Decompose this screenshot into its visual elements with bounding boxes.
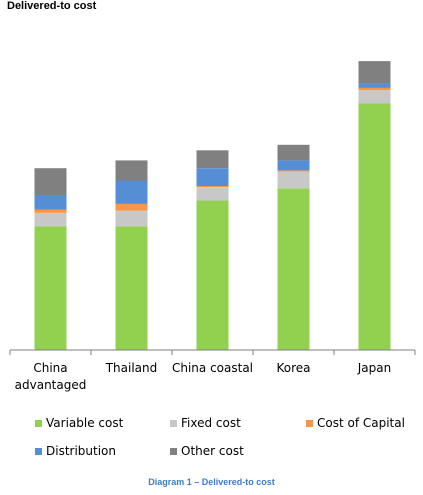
chart-title: Delivered-to cost (7, 0, 97, 12)
figure-caption: Diagram 1 – Delivered-to cost (148, 477, 275, 487)
x-tick-label-2: Thailand (105, 361, 158, 375)
bar-segment-distribution-5 (358, 83, 391, 88)
bar-segment-other-cost-2 (115, 160, 148, 181)
bar-segment-variable-cost-2 (115, 226, 148, 350)
legend-label-other-cost: Other cost (181, 444, 244, 458)
legend-label-distribution: Distribution (46, 444, 117, 458)
legend-swatch-fixed-cost (170, 419, 177, 427)
x-tick-label-5: Japan (357, 361, 391, 375)
legend-item-variable-cost: Variable cost (35, 416, 123, 430)
x-tick-label-3: China coastal (172, 361, 253, 375)
legend-item-fixed-cost: Fixed cost (170, 416, 241, 430)
legend-item-other-cost: Other cost (170, 444, 244, 458)
bar-segment-fixed-cost-1 (34, 212, 67, 227)
bar-segment-variable-cost-1 (34, 226, 67, 350)
x-tick-label-1-line-2: advantaged (15, 378, 87, 392)
bar-segment-other-cost-4 (277, 144, 310, 161)
x-tick-label-4: Korea (276, 361, 310, 375)
bar-segment-variable-cost-4 (277, 188, 310, 350)
bar-segment-cost-of-capital-2 (115, 203, 148, 211)
bar-segment-other-cost-5 (358, 61, 391, 84)
bar-segment-fixed-cost-3 (196, 187, 229, 201)
legend-item-distribution: Distribution (35, 444, 116, 458)
bar-segment-cost-of-capital-4 (277, 170, 310, 172)
legend-swatch-distribution (35, 447, 42, 455)
x-tick-label-1-line-1: China (33, 361, 67, 375)
legend-item-cost-of-capital: Cost of Capital (306, 416, 405, 430)
bar-segment-cost-of-capital-3 (196, 186, 229, 188)
legend-swatch-variable-cost (35, 419, 42, 427)
bar-segment-variable-cost-5 (358, 103, 391, 350)
bar-segment-fixed-cost-4 (277, 171, 310, 189)
bar-segment-distribution-4 (277, 160, 310, 171)
bar-segment-fixed-cost-5 (358, 90, 391, 104)
bar-segment-distribution-1 (34, 195, 67, 210)
legend-swatch-cost-of-capital (306, 419, 313, 427)
stacked-bar-chart: China advantaged Thailand China coastal Kore… (9, 61, 416, 392)
legend-label-fixed-cost: Fixed cost (181, 416, 241, 430)
bar-segment-distribution-2 (115, 180, 148, 204)
bar-segment-fixed-cost-2 (115, 210, 148, 227)
legend-swatch-other-cost (170, 447, 177, 455)
bar-segment-variable-cost-3 (196, 200, 229, 350)
bar-segment-other-cost-3 (196, 150, 229, 169)
bar-segment-other-cost-1 (34, 168, 67, 195)
bar-segment-cost-of-capital-5 (358, 87, 391, 91)
bar-segment-distribution-3 (196, 168, 229, 186)
bar-segment-cost-of-capital-1 (34, 209, 67, 213)
legend-label-variable-cost: Variable cost (46, 416, 124, 430)
legend-label-cost-of-capital: Cost of Capital (317, 416, 405, 430)
